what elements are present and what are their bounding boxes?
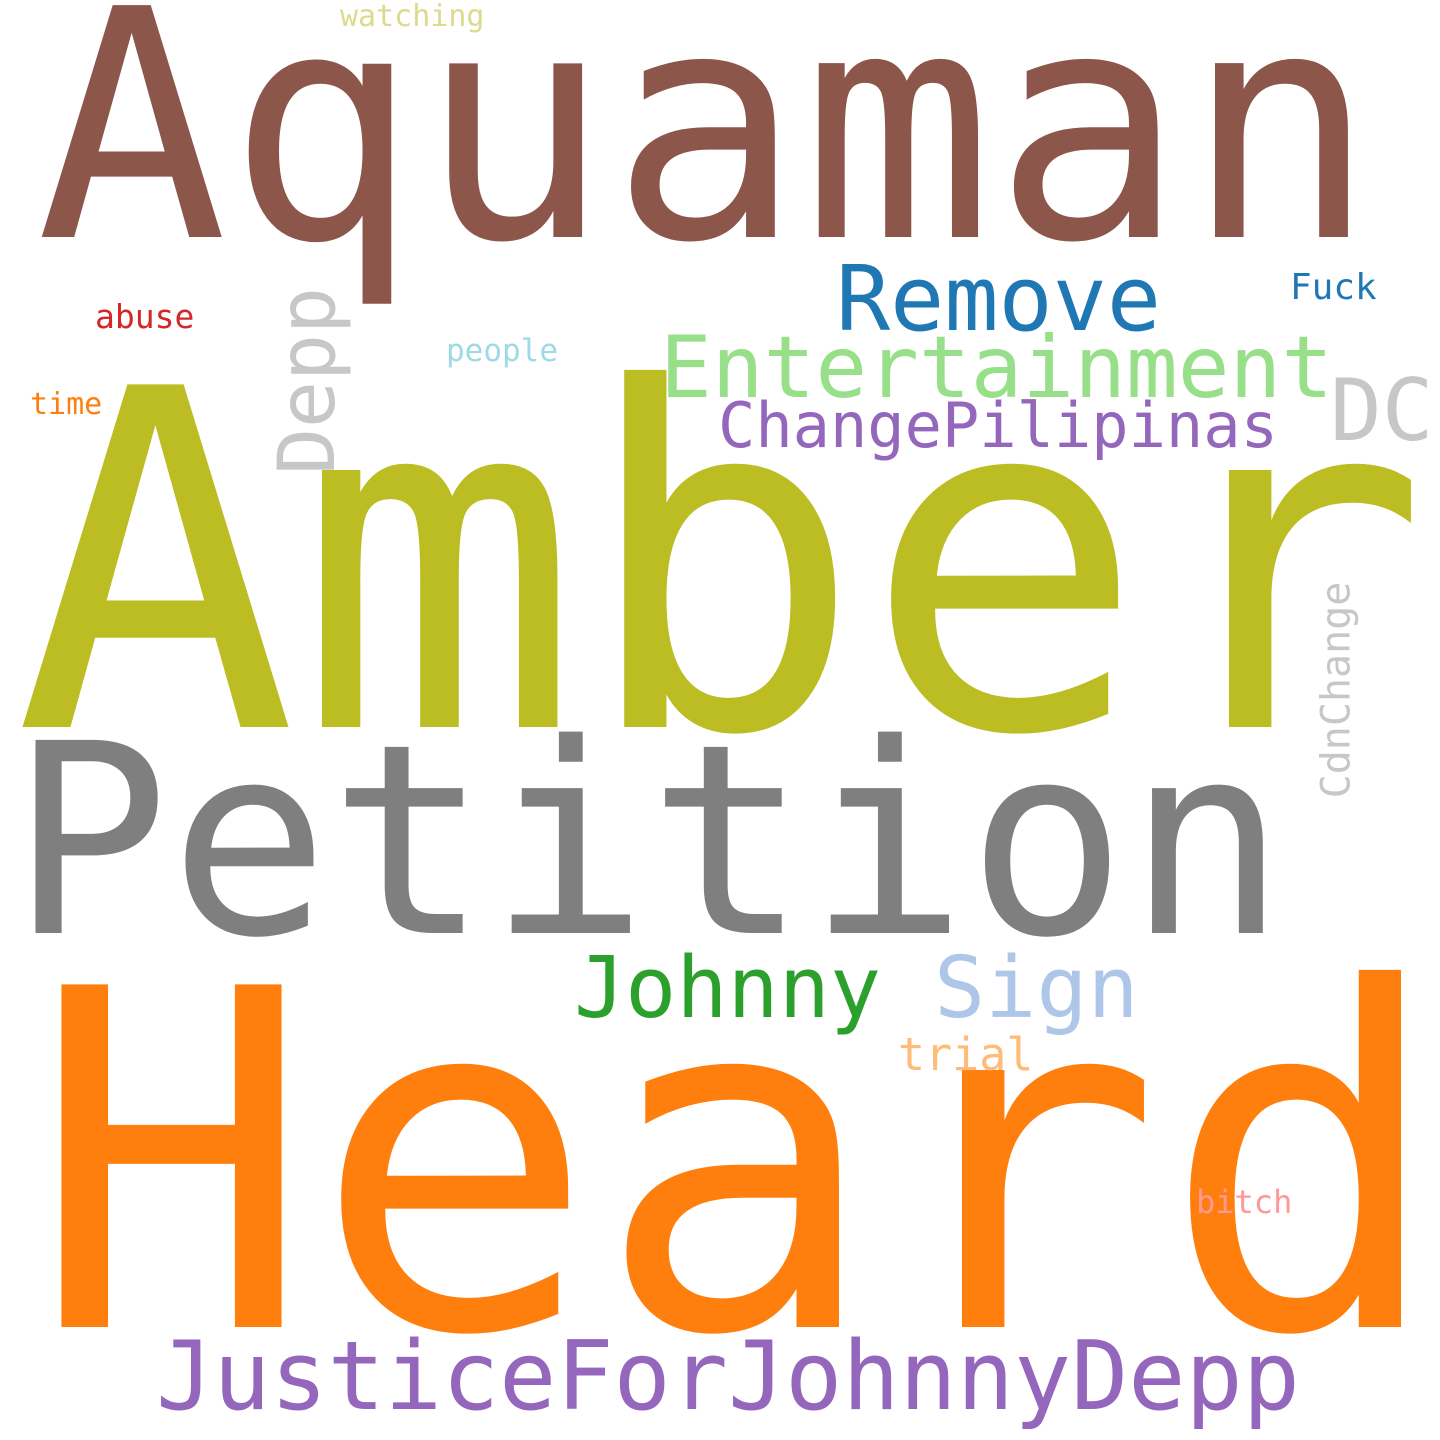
word-people: people xyxy=(446,333,558,369)
word-changepilipinas: ChangePilipinas xyxy=(718,389,1278,462)
word-entertainment: Entertainment xyxy=(660,318,1334,418)
word-sign: Sign xyxy=(934,939,1139,1038)
word-time: time xyxy=(30,387,103,422)
word-bitch: bitch xyxy=(1196,1183,1293,1221)
word-justicefor: JusticeForJohnnyDepp xyxy=(156,1322,1300,1432)
word-trial: trial xyxy=(898,1028,1034,1081)
word-depp: Depp xyxy=(262,287,353,475)
word-fuck: Fuck xyxy=(1290,267,1377,308)
word-petition: Petition xyxy=(10,688,1287,996)
word-watching: watching xyxy=(340,0,485,34)
word-dc: DC xyxy=(1330,361,1434,461)
word-cdnchange: CdnChange xyxy=(1313,581,1360,799)
word-abuse: abuse xyxy=(95,297,195,336)
word-johnny: Johnny xyxy=(574,939,882,1038)
word-heard: Heard xyxy=(30,891,1440,1438)
word-aquaman: Aquaman xyxy=(36,0,1377,312)
word-remove: Remove xyxy=(836,247,1162,352)
word-amber: Amber xyxy=(14,291,1429,838)
